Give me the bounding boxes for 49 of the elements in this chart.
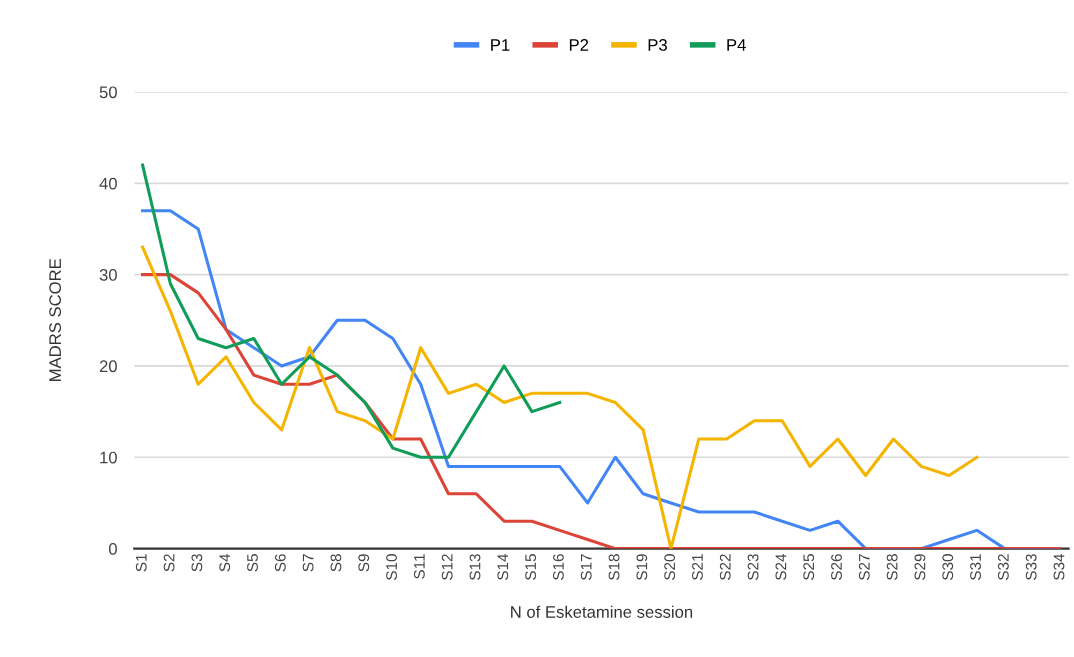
x-tick-label: S20 <box>664 554 676 580</box>
x-tick-label: S24 <box>775 553 787 580</box>
x-tick-label: S28 <box>886 554 898 580</box>
x-tick-label: S25 <box>803 554 815 580</box>
line-series <box>141 163 562 459</box>
x-tick-label: S26 <box>831 554 842 580</box>
x-tick-label: S33 <box>1025 554 1037 580</box>
x-tick-label: S5 <box>247 554 258 572</box>
x-tick-label: S1 <box>135 554 147 572</box>
x-tick-label: S29 <box>914 554 926 580</box>
x-tick-label: S19 <box>636 554 648 580</box>
line-series <box>141 245 979 549</box>
x-tick-label: S9 <box>358 554 370 572</box>
x-tick-label: S14 <box>497 553 509 580</box>
legend-label: P3 <box>648 39 667 51</box>
y-tick-label: 30 <box>99 269 117 281</box>
x-tick-label: S32 <box>997 554 1009 580</box>
x-tick-label: S30 <box>942 554 954 580</box>
legend-label: P4 <box>727 39 746 51</box>
x-tick-label: S21 <box>692 554 703 580</box>
line-series <box>141 273 1062 549</box>
x-tick-label: S34 <box>1053 553 1065 580</box>
x-tick-label: S27 <box>858 554 870 580</box>
legend-label: P1 <box>491 39 510 51</box>
y-tick-label: 10 <box>100 451 117 464</box>
y-axis-title: MADRS SCORE <box>49 258 62 381</box>
x-tick-label: S17 <box>580 554 592 580</box>
x-tick-label: S12 <box>441 554 453 580</box>
x-tick-label: S4 <box>219 553 231 572</box>
x-axis-title: N of Esketamine session <box>511 605 693 618</box>
x-tick-label: S10 <box>386 554 397 580</box>
x-tick-label: S11 <box>413 554 425 579</box>
y-tick-label: 0 <box>108 543 117 555</box>
x-tick-label: S8 <box>330 554 342 572</box>
y-tick-label: 50 <box>99 86 117 99</box>
x-tick-label: S31 <box>970 554 981 580</box>
x-tick-label: S22 <box>719 554 731 580</box>
x-tick-label: S3 <box>191 554 203 572</box>
y-tick-label: 40 <box>99 177 117 190</box>
x-tick-label: S7 <box>302 554 314 572</box>
x-tick-label: S15 <box>525 554 537 580</box>
legend-label: P2 <box>569 39 589 51</box>
x-tick-label: S23 <box>747 554 759 580</box>
x-tick-label: S16 <box>553 554 564 580</box>
x-tick-label: S18 <box>608 554 620 580</box>
x-tick-label: S2 <box>163 554 175 572</box>
y-tick-label: 20 <box>99 360 117 373</box>
x-tick-label: S6 <box>274 554 286 572</box>
x-tick-label: S13 <box>469 554 481 580</box>
